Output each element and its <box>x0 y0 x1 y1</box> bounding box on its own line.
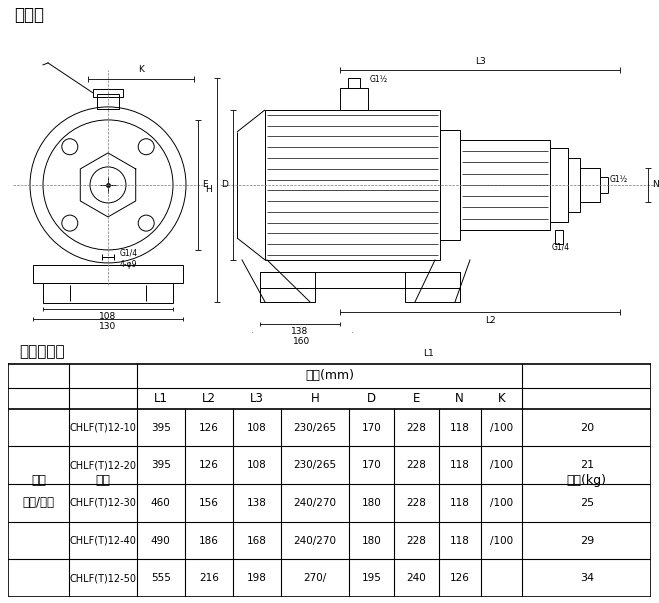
Text: H: H <box>310 392 320 405</box>
Text: 240: 240 <box>407 573 426 583</box>
Text: 21: 21 <box>580 460 594 470</box>
Text: 118: 118 <box>450 535 470 546</box>
Text: 395: 395 <box>151 460 171 470</box>
Text: 198: 198 <box>247 573 267 583</box>
Text: D: D <box>221 180 228 189</box>
Text: 138: 138 <box>247 498 267 508</box>
Bar <box>260 272 315 302</box>
Text: 160: 160 <box>293 337 310 346</box>
Bar <box>580 168 600 202</box>
Text: 240/270: 240/270 <box>293 498 337 508</box>
Text: G1/4: G1/4 <box>120 248 138 257</box>
Text: /100: /100 <box>490 423 513 432</box>
Text: 4-φ9: 4-φ9 <box>120 260 138 270</box>
Text: 228: 228 <box>407 498 426 508</box>
Text: 555: 555 <box>151 573 171 583</box>
Bar <box>460 140 550 230</box>
Bar <box>550 148 568 222</box>
Text: 尺寸和重量: 尺寸和重量 <box>20 344 65 359</box>
Text: E: E <box>413 392 420 405</box>
Text: K: K <box>138 65 144 74</box>
Text: 108: 108 <box>100 312 117 321</box>
Text: 170: 170 <box>361 423 381 432</box>
Text: 尺寸(mm): 尺寸(mm) <box>305 370 354 382</box>
Text: 118: 118 <box>450 498 470 508</box>
Bar <box>340 88 368 110</box>
Text: L1: L1 <box>154 392 167 405</box>
Text: L3: L3 <box>474 57 486 66</box>
Text: 118: 118 <box>450 423 470 432</box>
Text: 118: 118 <box>450 460 470 470</box>
Text: 三相/单相: 三相/单相 <box>22 496 55 510</box>
Bar <box>97 94 119 109</box>
Text: 240/270: 240/270 <box>293 535 337 546</box>
Text: /100: /100 <box>490 460 513 470</box>
Text: 195: 195 <box>361 573 382 583</box>
Text: L1: L1 <box>423 349 434 358</box>
Text: 216: 216 <box>199 573 219 583</box>
Text: K: K <box>498 392 505 405</box>
Text: L3: L3 <box>250 392 264 405</box>
Text: L2: L2 <box>202 392 216 405</box>
Text: E: E <box>202 180 208 189</box>
Text: 395: 395 <box>151 423 171 432</box>
Bar <box>93 89 123 97</box>
Bar <box>568 158 580 212</box>
Text: 230/265: 230/265 <box>293 423 337 432</box>
Text: 型号: 型号 <box>96 474 110 487</box>
Text: 25: 25 <box>580 498 594 508</box>
Text: 126: 126 <box>199 423 219 432</box>
Text: 130: 130 <box>100 322 117 331</box>
Bar <box>405 272 460 302</box>
Bar <box>33 265 183 283</box>
Text: CHLF(T)12-30: CHLF(T)12-30 <box>69 498 136 508</box>
Text: 270/: 270/ <box>303 573 327 583</box>
Text: 228: 228 <box>407 460 426 470</box>
Text: CHLF(T)12-40: CHLF(T)12-40 <box>69 535 136 546</box>
Text: /100: /100 <box>490 535 513 546</box>
Text: 180: 180 <box>361 498 381 508</box>
Text: N: N <box>652 180 659 189</box>
Text: 20: 20 <box>580 423 594 432</box>
Text: 490: 490 <box>151 535 171 546</box>
Bar <box>555 230 563 244</box>
Text: 168: 168 <box>247 535 267 546</box>
Text: 228: 228 <box>407 423 426 432</box>
Text: CHLF(T)12-50: CHLF(T)12-50 <box>69 573 136 583</box>
Text: 138: 138 <box>291 327 308 336</box>
Bar <box>440 130 460 240</box>
Text: 重量(kg): 重量(kg) <box>567 474 607 487</box>
Bar <box>348 78 360 88</box>
Text: 安装图: 安装图 <box>14 6 45 24</box>
Text: 34: 34 <box>580 573 594 583</box>
Text: 电机: 电机 <box>31 474 46 487</box>
Text: 460: 460 <box>151 498 171 508</box>
Text: 186: 186 <box>199 535 219 546</box>
Text: /100: /100 <box>490 498 513 508</box>
Text: CHLF(T)12-20: CHLF(T)12-20 <box>69 460 136 470</box>
Text: 126: 126 <box>199 460 219 470</box>
Text: 126: 126 <box>450 573 470 583</box>
Text: 180: 180 <box>361 535 381 546</box>
Text: 108: 108 <box>247 423 267 432</box>
Text: 170: 170 <box>361 460 381 470</box>
Bar <box>43 283 173 303</box>
Text: 230/265: 230/265 <box>293 460 337 470</box>
Text: N: N <box>455 392 464 405</box>
Text: 228: 228 <box>407 535 426 546</box>
Text: L2: L2 <box>484 316 496 325</box>
Bar <box>260 272 460 288</box>
Text: CHLF(T)12-10: CHLF(T)12-10 <box>69 423 136 432</box>
Text: G1/4: G1/4 <box>552 242 570 251</box>
Text: 108: 108 <box>247 460 267 470</box>
Bar <box>265 110 440 260</box>
Text: D: D <box>367 392 376 405</box>
Text: 29: 29 <box>580 535 594 546</box>
Text: G1½: G1½ <box>370 75 388 84</box>
Text: G1½: G1½ <box>610 175 628 185</box>
Text: H: H <box>205 185 212 194</box>
Text: 156: 156 <box>199 498 219 508</box>
